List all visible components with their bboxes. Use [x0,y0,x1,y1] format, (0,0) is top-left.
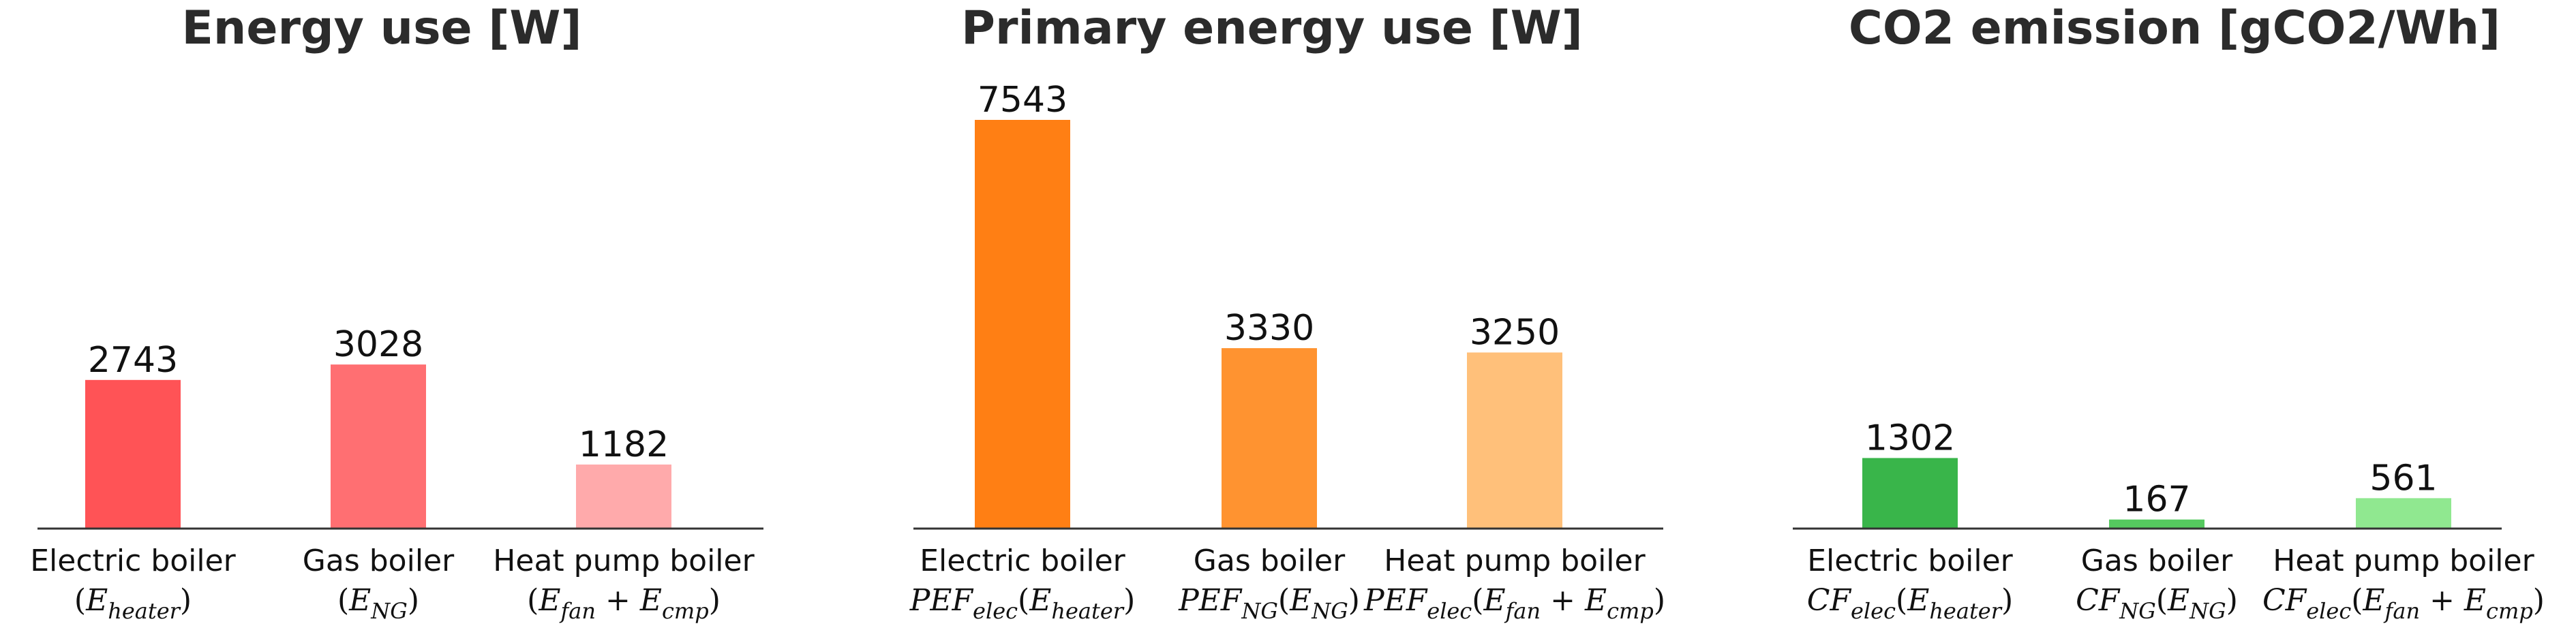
bar [1467,352,1562,529]
data-label: 3250 [1470,312,1560,353]
x-tick-formula: PEFelec(Eheater) [909,583,1135,624]
data-label: 7543 [978,80,1067,121]
x-tick-label: Heat pump boiler [1384,544,1646,578]
bar [975,120,1070,529]
data-label: 167 [2123,480,2190,520]
bar [85,379,181,529]
x-tick-label: Heat pump boiler [493,544,755,578]
chart-panel-1: Energy use [W] 2743 Electric boiler (Eheate… [30,1,763,624]
bar [576,464,671,529]
bar [2109,519,2204,529]
data-label: 3028 [333,324,423,365]
chart-title: Energy use [W] [181,1,581,55]
bar [2356,498,2451,529]
x-tick-label: Gas boiler [1194,544,1346,578]
x-tick-formula: CFelec(Efan + Ecmp) [2262,583,2545,624]
x-tick-label: Gas boiler [303,544,455,578]
x-tick-label: Electric boiler [920,544,1125,578]
chart-panel-2: Primary energy use [W] 7543 Electric boile… [909,1,1665,624]
bar [1862,458,1958,529]
x-tick-formula: CFNG(ENG) [2076,583,2238,624]
chart-title: Primary energy use [W] [961,1,1583,55]
x-tick-formula: (ENG) [337,583,419,624]
x-tick-label: Electric boiler [30,544,236,578]
chart-panel-3: CO2 emission [gCO2/Wh] 1302 Electric boile… [1793,1,2545,624]
x-tick-label: Heat pump boiler [2273,544,2534,578]
x-tick-formula: PEFNG(ENG) [1178,583,1360,624]
x-tick-formula: (Efan + Ecmp) [527,583,721,624]
x-tick-formula: (Eheater) [74,583,192,624]
x-tick-formula: CFelec(Eheater) [1807,583,2013,624]
x-tick-label: Gas boiler [2081,544,2233,578]
bar [1222,348,1317,529]
x-tick-label: Electric boiler [1807,544,2013,578]
data-label: 3330 [1224,308,1314,349]
data-label: 1182 [579,424,669,465]
data-label: 1302 [1865,418,1955,458]
data-label: 2743 [88,340,178,381]
bar [331,364,426,529]
x-tick-formula: PEFelec(Efan + Ecmp) [1363,583,1665,624]
data-label: 561 [2369,458,2437,499]
chart-title: CO2 emission [gCO2/Wh] [1849,1,2500,55]
